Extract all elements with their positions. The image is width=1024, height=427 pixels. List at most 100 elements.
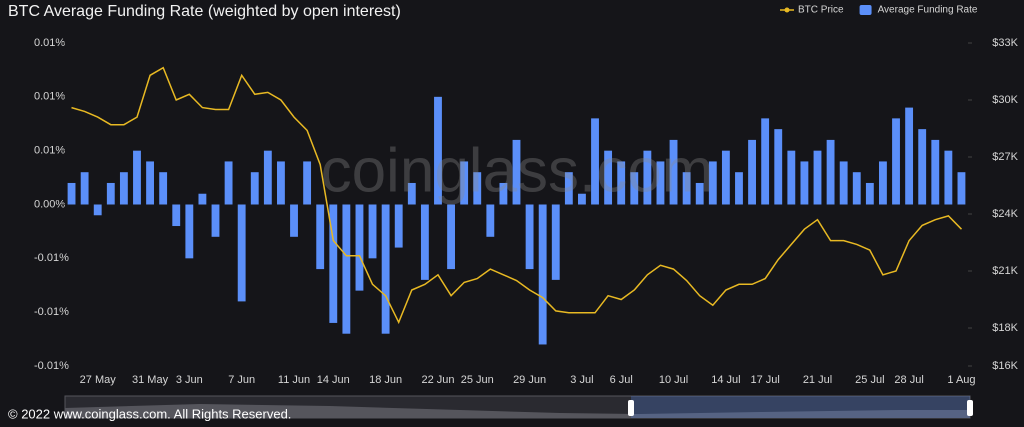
bar [420,204,429,280]
legend-label: Average Funding Rate [878,5,978,16]
bar [865,182,874,205]
bar [604,150,613,205]
bar [813,150,822,205]
bar [944,150,953,205]
bar [538,204,547,345]
x-tick-label: 14 Jul [711,374,740,386]
bar [303,161,312,205]
slider-preview [65,404,970,418]
legend-swatch [784,7,790,13]
bar [826,139,835,205]
x-tick-label: 31 May [132,374,169,386]
bar [852,172,861,205]
x-tick-label: 22 Jun [421,374,454,386]
bar [591,118,599,205]
bar [460,161,469,205]
bar [957,172,966,205]
bar [250,172,259,205]
y-tick-label: -0.01% [34,360,69,372]
bar [329,204,338,323]
bar [407,182,416,205]
bar [355,204,364,291]
bar [800,161,809,205]
x-tick-label: 17 Jul [750,374,779,386]
bar [931,139,940,205]
legend-label: BTC Price [798,5,844,16]
bar [394,204,403,248]
bar [748,139,756,205]
legend-swatch [859,5,872,15]
bar [67,182,76,205]
bar [447,204,455,270]
bar [774,129,783,205]
bar [342,204,351,334]
bar [211,204,220,237]
bar [879,161,887,205]
x-tick-label: 25 Jul [855,374,884,386]
y2-tick-label: $16K [992,360,1018,372]
bar [159,172,168,205]
bar [290,204,298,237]
x-tick-label: 1 Aug [947,374,975,386]
bar [198,193,207,205]
y-tick-label: -0.01% [34,306,69,318]
x-tick-label: 14 Jun [317,374,350,386]
footer: © 2022 www.coinglass.com. All Rights Res… [8,406,291,421]
bar [551,204,560,280]
x-tick-label: 11 Jun [278,374,310,386]
bar [761,118,770,205]
y-tick-label: 0.00% [34,198,65,210]
y2-tick-label: $27K [992,151,1018,163]
zoom-slider[interactable] [64,395,973,419]
bar [133,150,141,205]
bar [106,182,115,205]
x-tick-label: 21 Jul [803,374,832,386]
bar [721,150,730,205]
bar [316,204,325,270]
bar [656,161,665,205]
bar [630,172,639,205]
bar [499,182,508,205]
y2-tick-label: $33K [992,37,1018,49]
y2-tick-label: $24K [992,208,1018,220]
bar [787,150,796,205]
bar [578,193,586,205]
bar [119,172,128,205]
bar [237,204,246,302]
x-tick-label: 3 Jul [570,374,593,386]
bar [486,204,495,237]
bar [146,161,154,205]
chart-title: BTC Average Funding Rate (weighted by op… [8,3,401,20]
y-tick-label: 0.01% [34,37,65,49]
bar [695,182,704,205]
slider-handle[interactable] [967,400,973,416]
x-tick-label: 10 Jul [659,374,688,386]
legend-item[interactable]: BTC Price [780,5,844,16]
bar [185,204,194,259]
bar [172,204,181,227]
bar [473,172,482,205]
y-tick-label: 0.01% [34,91,65,103]
watermark: coinglass.com [321,136,714,205]
bar [512,139,521,205]
y2-tick-label: $18K [992,322,1018,334]
y2-tick-label: $21K [992,265,1018,277]
y-tick-label: 0.01% [34,145,65,157]
bar [839,161,848,205]
bar [525,204,534,270]
x-tick-label: 18 Jun [369,374,402,386]
slider-handle[interactable] [628,400,634,416]
bar [224,161,233,205]
bar [892,118,900,205]
bar [708,161,717,205]
x-tick-label: 6 Jul [610,374,633,386]
bar [669,139,678,205]
x-tick-label: 25 Jun [461,374,494,386]
bar [643,150,652,205]
legend-item[interactable]: Average Funding Rate [859,5,978,16]
bar [682,172,691,205]
slider-window [631,396,970,418]
y2-tick-label: $30K [992,94,1018,106]
bar [617,161,626,205]
